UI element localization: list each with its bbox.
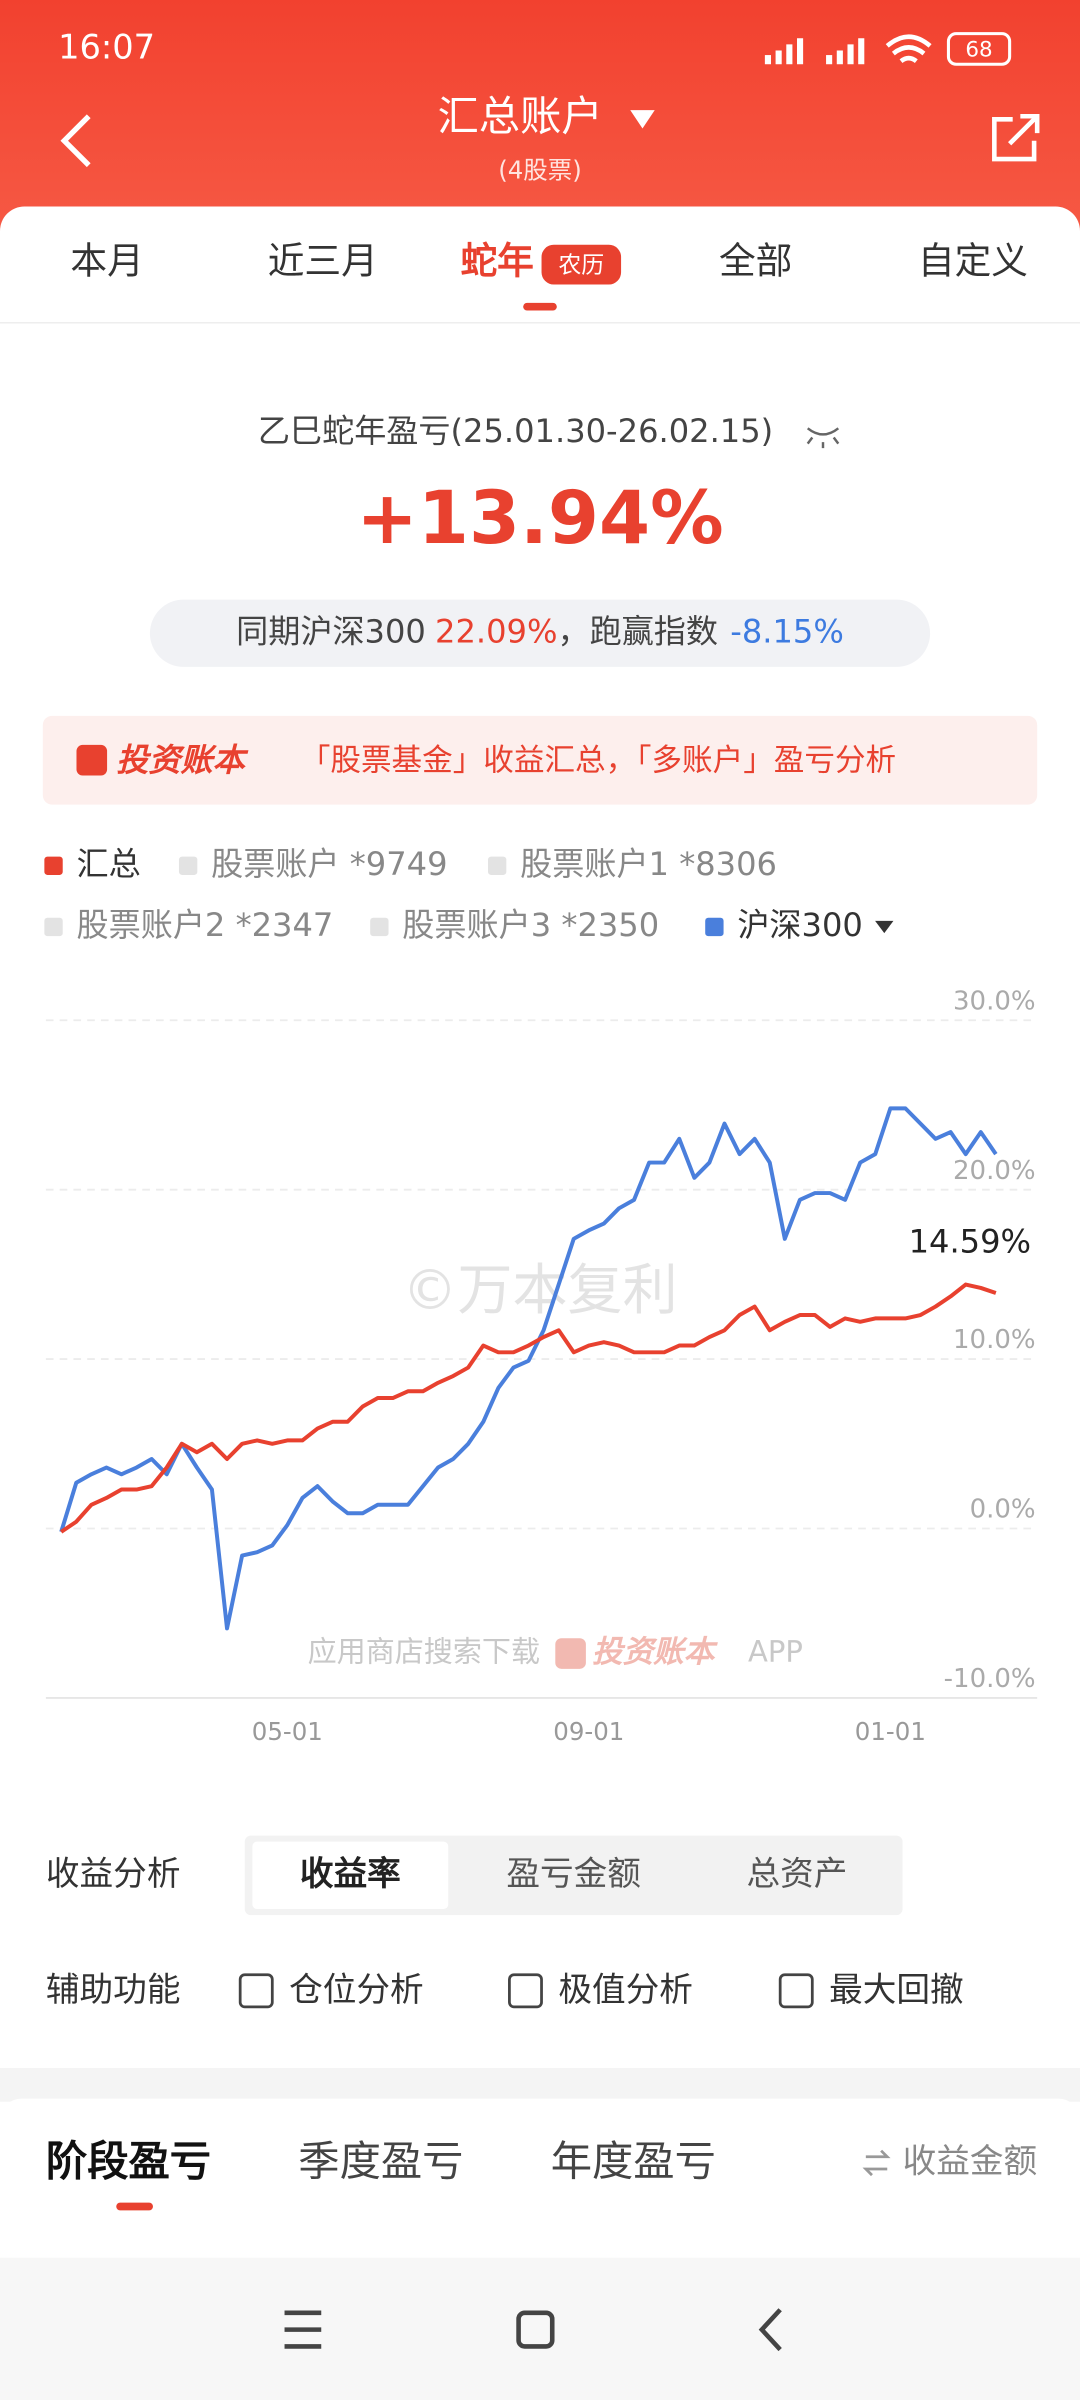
period-tab[interactable]: 自定义 (918, 240, 1028, 283)
y-tick-label: 10.0% (953, 1325, 1036, 1355)
chart-footer-note: 应用商店搜索下载 (308, 1635, 540, 1669)
benchmark-label: 同期沪深300 (236, 612, 426, 650)
checkbox[interactable] (238, 1973, 274, 2009)
brand-icon (76, 744, 108, 776)
nav-back[interactable] (758, 2308, 782, 2352)
chart-annotation: 14.59% (909, 1223, 1031, 1261)
analysis-option[interactable]: 总资产 (747, 1854, 848, 1893)
analysis-label: 收益分析 (46, 1854, 181, 1893)
x-tick-label: 01-01 (855, 1717, 926, 1746)
period-tab[interactable]: 本月 (70, 240, 143, 283)
benchmark-value: 22.09% (435, 612, 557, 650)
section-gap (0, 2068, 1080, 2102)
brand-name: 投资账本 (116, 741, 248, 779)
aux-option[interactable]: 仓位分析 (289, 1970, 424, 2009)
promo-banner[interactable] (42, 715, 1038, 805)
aux-option[interactable]: 极值分析 (558, 1970, 693, 2009)
chart-footer-brand: 投资账本 (592, 1635, 719, 1670)
hide-icon[interactable] (806, 427, 840, 449)
period-tab[interactable]: 全部 (719, 240, 792, 283)
y-tick-label: 20.0% (953, 1156, 1036, 1186)
legend-swatch (705, 917, 724, 937)
series-line (59, 1106, 998, 1631)
section-tab[interactable]: 阶段盈亏 (46, 2137, 211, 2185)
aux-option[interactable]: 最大回撤 (829, 1970, 964, 2009)
y-tick-label: 30.0% (953, 986, 1036, 1016)
x-tick-label: 05-01 (252, 1717, 323, 1746)
title-dropdown[interactable] (630, 110, 655, 129)
chart: 汇总 股票账户 *9749 股票账户1 *8306 股票账户2 *2347 股票账户3 … (44, 845, 1038, 1746)
legend-swatch (370, 917, 389, 937)
section-indicator (116, 2202, 153, 2211)
aux-label: 辅助功能 (46, 1970, 181, 2009)
section-tab[interactable]: 年度盈亏 (551, 2137, 716, 2185)
y-tick-label: -10.0% (944, 1664, 1036, 1694)
legend-entry[interactable]: 股票账户 *9749 (211, 845, 447, 883)
excess-value: -8.15% (730, 612, 844, 650)
analysis-option[interactable]: 盈亏金额 (506, 1854, 641, 1893)
period-tab[interactable]: 近三月 (268, 240, 378, 283)
benchmark-pill (149, 599, 931, 667)
watermark: ©万本复利 (402, 1258, 677, 1322)
nav-menu[interactable] (284, 2310, 322, 2349)
legend-swatch (487, 856, 507, 875)
legend-entry[interactable]: 汇总 (76, 845, 140, 883)
toggle-icon[interactable] (862, 2149, 891, 2177)
period-return: +13.94% (356, 476, 723, 561)
analysis-option[interactable]: 收益率 (300, 1854, 401, 1893)
signal-icons (764, 34, 932, 65)
benchmark-line: 同期沪深300 22.09%，跑赢指数 -8.15% (236, 612, 844, 650)
checkbox[interactable] (508, 1973, 543, 2009)
legend-entry[interactable]: 股票账户1 *8306 (520, 845, 777, 883)
chart-footer-icon (555, 1638, 586, 1669)
legend-dropdown[interactable] (875, 920, 894, 934)
status-time: 16:07 (58, 27, 155, 66)
legend-entry[interactable]: 股票账户2 *2347 (76, 906, 333, 944)
nav-bar (0, 2257, 1080, 2400)
chart-footer-app: APP (748, 1635, 803, 1669)
stats-card (0, 2098, 1080, 2283)
account-subtitle: (4股票) (498, 155, 582, 184)
checkbox[interactable] (778, 1973, 814, 2009)
legend-swatch (178, 856, 198, 875)
legend-entry[interactable]: 沪深300 (737, 906, 863, 944)
battery-level: 68 (965, 37, 992, 62)
banner-text: 「股票基金」收益汇总，「多账户」盈亏分析 (300, 743, 896, 778)
header-bg (0, 0, 1080, 245)
tab-indicator (523, 302, 557, 311)
excess-label: ，跑赢指数 (557, 612, 718, 650)
battery-icon (946, 32, 1012, 66)
tab-badge: 农历 (558, 253, 604, 279)
legend-swatch (44, 856, 63, 875)
main-card (0, 206, 1080, 2104)
back-button[interactable] (60, 114, 91, 168)
legend-entry[interactable]: 股票账户3 *2350 (402, 906, 659, 944)
y-tick-label: 0.0% (970, 1495, 1036, 1525)
series-line (60, 1282, 997, 1534)
legend-swatch (44, 917, 63, 937)
segment-selected (252, 1841, 449, 1909)
section-tab[interactable]: 季度盈亏 (298, 2137, 463, 2185)
period-tab[interactable]: 蛇年 (460, 240, 533, 283)
amount-toggle[interactable]: 收益金额 (903, 2141, 1038, 2180)
summary-title: 乙巳蛇年盈亏(25.01.30-26.02.15) (258, 412, 773, 450)
x-tick-label: 09-01 (553, 1717, 624, 1746)
tab-badge-bg (541, 244, 622, 285)
nav-home[interactable] (516, 2310, 555, 2349)
share-button[interactable] (992, 113, 1040, 162)
account-title[interactable]: 汇总账户 (438, 92, 603, 140)
